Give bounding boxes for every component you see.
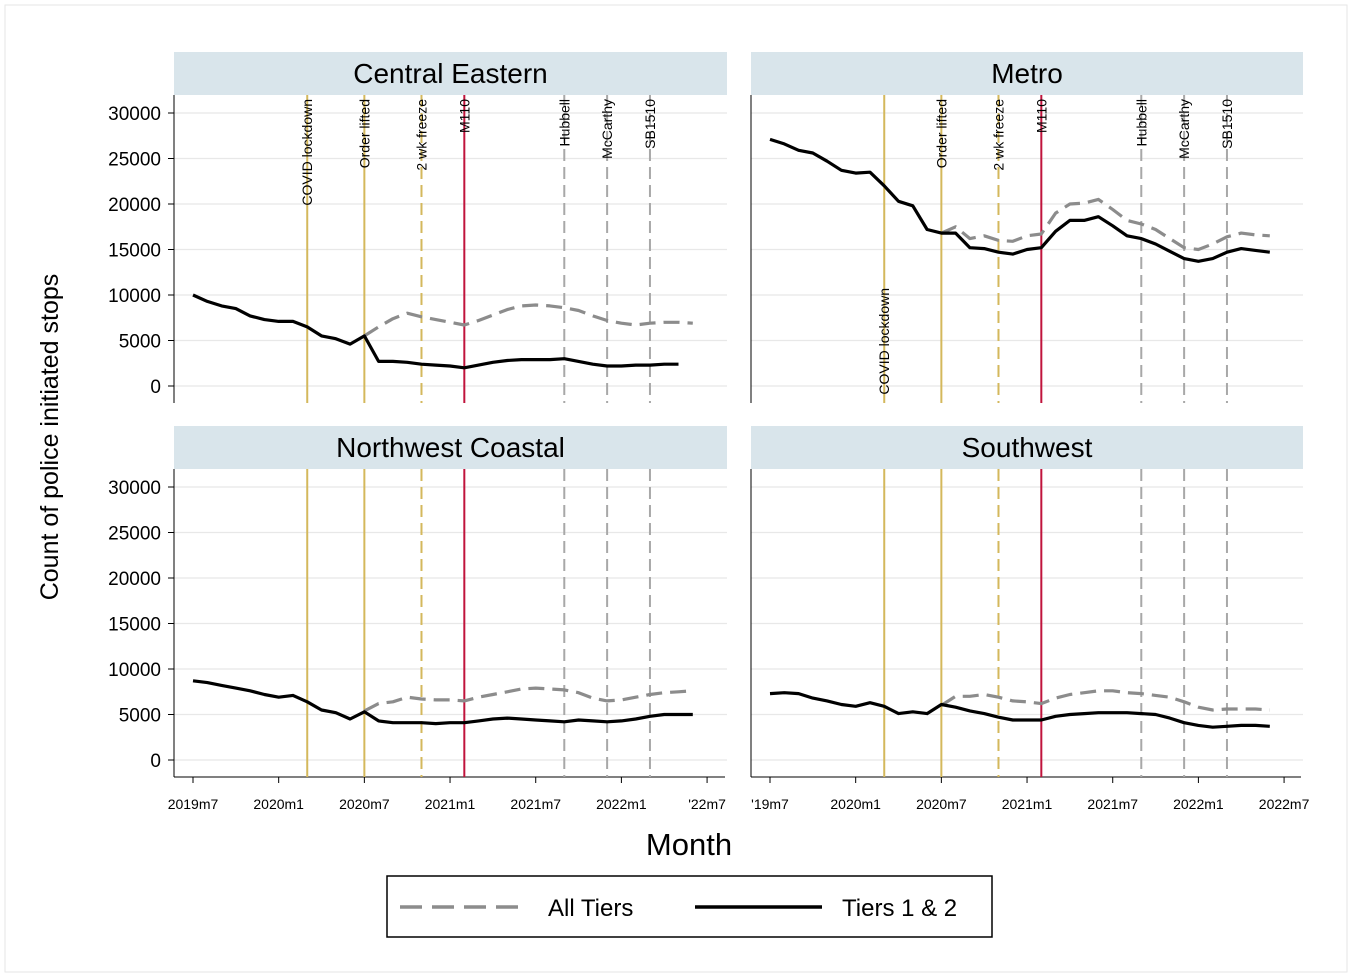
panel-northwest-coastal: Northwest Coastal 30000 25000 20000 15000 100…: [108, 426, 727, 812]
panel-title: Northwest Coastal: [336, 432, 565, 463]
panel-strip: [751, 426, 1303, 469]
y-tick-label: 25000: [108, 150, 161, 171]
y-tick-label: 10000: [108, 660, 161, 681]
event-label-sb1510: SB1510: [642, 99, 658, 149]
event-label-hubbell: Hubbell: [556, 99, 572, 146]
y-tick-label: 30000: [108, 104, 161, 125]
x-tick-label: 2020m7: [916, 796, 967, 812]
panels-group: Central Eastern 30000 25000 20000 15000 10000…: [108, 52, 1310, 812]
x-tick-label: 2020m7: [339, 796, 390, 812]
event-label-m110: M110: [456, 99, 472, 133]
y-tick-label: 25000: [108, 524, 161, 545]
event-label-mccarthy: McCarthy: [599, 99, 615, 159]
x-tick-label: 2022m1: [1173, 796, 1224, 812]
x-tick-label: 2021m1: [1002, 796, 1053, 812]
legend-label-all-tiers: All Tiers: [548, 895, 633, 922]
x-axis-title: Month: [646, 827, 732, 862]
series-line-all-tiers: [363, 686, 693, 713]
series-line-all-tiers: [363, 303, 693, 338]
legend-label-tiers-1-2: Tiers 1 & 2: [842, 895, 957, 922]
y-axis-title: Count of police initiated stops: [36, 274, 64, 601]
y-tick-label: 10000: [108, 286, 161, 307]
x-tick-label: 2021m7: [510, 796, 561, 812]
x-tick-label: 2020m1: [253, 796, 304, 812]
y-tick-label: 20000: [108, 195, 161, 216]
x-tick-label: 2022m1: [596, 796, 647, 812]
event-label-hubbell: Hubbell: [1133, 99, 1149, 146]
x-tick-label: 2022m7: [1259, 796, 1310, 812]
y-tick-label: 5000: [119, 706, 161, 727]
event-label-m110: M110: [1033, 99, 1049, 133]
x-tick-label: 2021m7: [1087, 796, 1138, 812]
panel-title: Southwest: [962, 432, 1093, 463]
event-label-mccarthy: McCarthy: [1176, 99, 1192, 159]
panel-title: Central Eastern: [353, 58, 548, 89]
event-label-2-wk-freeze: 2 wk freeze: [990, 99, 1006, 171]
y-tick-label: 0: [150, 377, 161, 398]
series-line-tiers-1-2: [769, 691, 1270, 729]
x-tick-label: 2021m1: [425, 796, 476, 812]
x-tick-label: 2020m1: [830, 796, 881, 812]
legend: All Tiers Tiers 1 & 2: [386, 875, 993, 938]
event-label-order-lifted: Order lifted: [933, 99, 949, 168]
x-tick-label: 2019m7: [168, 796, 219, 812]
series-line-all-tiers: [940, 689, 1270, 712]
y-tick-label: 5000: [119, 332, 161, 353]
event-label-covid-lockdown: COVID lockdown: [299, 99, 315, 206]
y-tick-label: 30000: [108, 478, 161, 499]
y-tick-label: 20000: [108, 569, 161, 590]
panel-strip: [174, 426, 727, 469]
y-tick-label: 15000: [108, 615, 161, 636]
y-tick-label: 0: [150, 751, 161, 772]
panel-central-eastern: Central Eastern 30000 25000 20000 15000 10000…: [108, 52, 727, 403]
event-label-covid-lockdown: COVID lockdown: [876, 288, 892, 395]
event-label-sb1510: SB1510: [1219, 99, 1235, 149]
x-tick-label: '19m7: [751, 796, 789, 812]
series-line-all-tiers: [940, 197, 1270, 252]
panel-title: Metro: [991, 58, 1063, 89]
panel-strip: [174, 52, 727, 95]
y-tick-label: 15000: [108, 241, 161, 262]
event-label-order-lifted: Order lifted: [356, 99, 372, 168]
panel-metro: Metro COVID lockdown Order lifted 2 wk free…: [750, 52, 1303, 403]
event-label-2-wk-freeze: 2 wk freeze: [413, 99, 429, 171]
panel-strip: [751, 52, 1303, 95]
x-tick-label: '22m7: [688, 796, 726, 812]
series-line-tiers-1-2: [192, 679, 693, 726]
series-line-tiers-1-2: [769, 137, 1270, 263]
series-line-tiers-1-2: [192, 293, 679, 370]
panel-southwest: Southwest '19m7 2020m1 2020m7 2021m1 2021m7 20…: [750, 426, 1310, 812]
